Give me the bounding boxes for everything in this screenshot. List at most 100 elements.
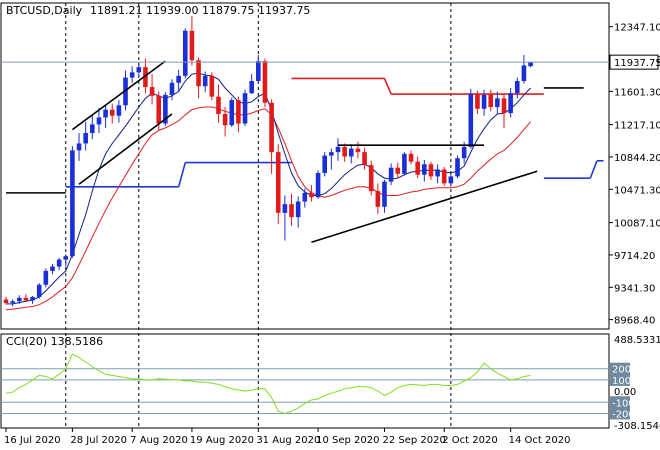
y-axis-tick-label: 9714.20	[614, 251, 655, 262]
moving-average-red-line	[5, 106, 531, 311]
x-axis: 16 Jul 2020 28 Jul 2020 7 Aug 2020 19 Aug 2…	[4, 428, 570, 446]
bearish-candle	[342, 146, 347, 157]
pivot-level-line	[589, 160, 598, 179]
bullish-candle	[76, 143, 82, 151]
bullish-candle	[70, 150, 75, 257]
pivot-level-line	[177, 162, 187, 188]
cci-level-badge	[610, 396, 630, 409]
current-price-label: 11937.75	[614, 58, 660, 69]
bearish-candle	[269, 102, 274, 153]
x-axis-tick-label: 14 Oct 2020	[509, 435, 571, 446]
pivot-level-line	[383, 78, 392, 95]
bearish-candle	[23, 297, 29, 301]
bullish-candle	[43, 270, 49, 285]
bullish-candle	[30, 296, 35, 301]
cci-tick-label: 0.00	[614, 387, 636, 398]
bullish-candle	[63, 256, 69, 260]
bullish-candle	[56, 259, 62, 267]
bullish-candle	[388, 167, 394, 182]
bearish-candle	[428, 164, 434, 177]
bullish-candle	[448, 176, 454, 184]
y-axis-tick-label: 10844.20	[614, 153, 660, 164]
x-axis-tick-label: 2 Oct 2020	[442, 435, 497, 446]
bullish-candle	[182, 30, 188, 76]
bullish-candle	[129, 72, 135, 78]
bullish-candle	[163, 94, 168, 124]
bearish-candle	[501, 98, 507, 114]
bullish-candle	[16, 297, 22, 302]
x-axis-tick-label: 31 Aug 2020	[256, 435, 320, 446]
x-axis-tick-label: 28 Jul 2020	[70, 435, 127, 446]
bearish-candle	[368, 165, 374, 192]
bullish-candle	[229, 100, 235, 126]
bearish-candle	[395, 167, 401, 174]
x-axis-tick-label: 7 Aug 2020	[130, 435, 188, 446]
bearish-candle	[109, 109, 115, 116]
bullish-candle	[528, 62, 533, 67]
bearish-candle	[156, 95, 162, 124]
x-axis-tick-label: 16 Jul 2020	[4, 435, 61, 446]
bullish-candle	[322, 155, 328, 173]
y-axis-tick-label: 11217.10	[614, 121, 660, 132]
x-axis-tick-label: 19 Aug 2020	[190, 435, 254, 446]
bullish-candle	[282, 204, 288, 213]
bullish-candle	[315, 172, 321, 198]
y-axis-tick-label: 8968.40	[614, 316, 655, 327]
bullish-candle	[90, 124, 95, 134]
bullish-candle	[468, 94, 474, 147]
cci-tick-label: -308.1546	[614, 421, 660, 432]
moving-average-blue-line	[6, 72, 531, 305]
y-axis-tick-label: 10087.10	[614, 219, 660, 230]
bearish-candle	[209, 75, 215, 97]
current-price-box	[609, 54, 659, 70]
cci-level-badge	[610, 373, 630, 386]
cci-level-label: -200	[612, 409, 635, 420]
bullish-candle	[176, 75, 181, 83]
y-axis-tick-label: 9341.30	[614, 283, 655, 294]
bullish-candle	[495, 98, 500, 108]
bullish-candle	[402, 153, 407, 174]
trend-line	[71, 60, 166, 131]
bearish-candle	[222, 113, 228, 126]
cci-panel	[0, 333, 610, 429]
bullish-candle	[50, 266, 55, 271]
bullish-candle	[455, 158, 460, 177]
chart-symbol-label: BTCUSD,Daily	[6, 4, 83, 17]
bullish-candle	[83, 133, 88, 144]
cci-level-label: 100	[612, 376, 631, 387]
bearish-candle	[441, 169, 447, 184]
bearish-candle	[196, 60, 201, 87]
bullish-candle	[36, 284, 42, 297]
bullish-candle	[422, 164, 427, 175]
bearish-candle	[375, 191, 381, 207]
bullish-candle	[461, 146, 467, 159]
trend-line	[78, 113, 173, 185]
bullish-candle	[116, 105, 122, 116]
cci-level-label: -100	[612, 398, 635, 409]
bullish-candle	[202, 75, 208, 87]
y-axis-tick-label: 12347.10	[614, 23, 660, 34]
price-panel-border	[0, 2, 610, 330]
bullish-candle	[256, 61, 261, 82]
bullish-candle	[348, 148, 354, 157]
cci-label: CCI(20) 138.5186	[6, 335, 103, 348]
bearish-candle	[3, 299, 9, 303]
bullish-candle	[481, 94, 487, 109]
bullish-candle	[169, 82, 175, 95]
bullish-candle	[514, 81, 520, 94]
bearish-candle	[362, 152, 367, 166]
bearish-candle	[355, 148, 361, 153]
bullish-candle	[10, 301, 15, 303]
y-axis-tick-label: 11601.30	[614, 87, 660, 98]
bearish-candle	[475, 94, 480, 109]
cci-level-label: 200	[612, 365, 631, 376]
x-axis-tick-label: 10 Sep 2020	[316, 435, 379, 446]
bearish-candle	[408, 153, 414, 162]
bearish-candle	[143, 67, 148, 88]
bearish-candle	[236, 100, 241, 124]
trend-line	[311, 170, 538, 244]
bearish-candle	[262, 61, 268, 103]
bearish-candle	[189, 30, 195, 61]
